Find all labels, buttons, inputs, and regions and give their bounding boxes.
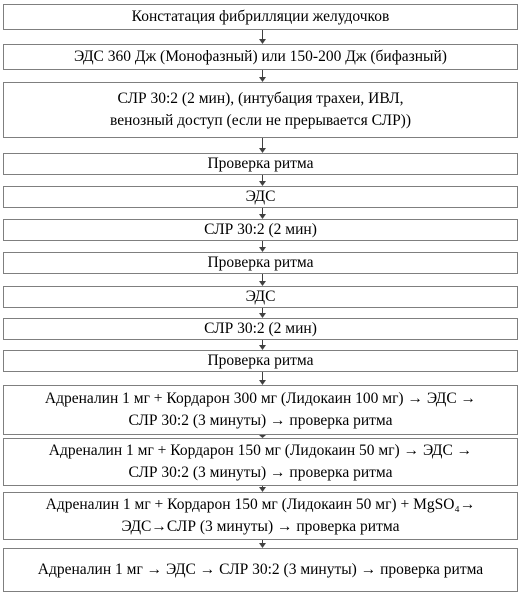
flow-step-3: СЛР 30:2 (2 мин), (интубация трахеи, ИВЛ… bbox=[3, 82, 518, 138]
flow-arrow bbox=[259, 435, 266, 438]
flow-step-text: ЭДС bbox=[245, 288, 276, 305]
flow-step-1: Констатация фибрилляции желудочков bbox=[3, 4, 518, 30]
flow-step-text: Адреналин 1 мг + Кордарон 150 мг (Лидока… bbox=[48, 442, 473, 481]
flow-arrow bbox=[259, 486, 266, 492]
flow-step-text: Адреналин 1 мг → ЭДС → СЛР 30:2 (3 минут… bbox=[37, 561, 484, 578]
flow-step-text: Адреналин 1 мг + Кордарон 300 мг (Лидока… bbox=[44, 390, 477, 429]
flow-arrow bbox=[259, 274, 266, 286]
flow-step-text: СЛР 30:2 (2 мин) bbox=[204, 221, 317, 238]
flow-step-4: Проверка ритма bbox=[3, 153, 518, 175]
flow-step-13: Адреналин 1 мг + Кордарон 150 мг (Лидока… bbox=[3, 492, 518, 540]
flow-arrow bbox=[259, 138, 266, 153]
flow-arrow bbox=[259, 540, 266, 548]
flow-arrow bbox=[259, 208, 266, 219]
flow-step-text: Констатация фибрилляции желудочков bbox=[131, 8, 390, 25]
flow-step-10: Проверка ритма bbox=[3, 350, 518, 372]
flow-step-5: ЭДС bbox=[3, 186, 518, 208]
flow-arrow bbox=[259, 175, 266, 186]
flow-step-8: ЭДС bbox=[3, 286, 518, 308]
flow-arrow bbox=[259, 30, 266, 44]
flow-step-text: Проверка ритма bbox=[207, 352, 314, 369]
flow-step-text: Проверка ритма bbox=[207, 155, 314, 172]
flow-step-6: СЛР 30:2 (2 мин) bbox=[3, 219, 518, 241]
flow-arrow bbox=[259, 241, 266, 252]
flow-step-text: Адреналин 1 мг + Кордарон 150 мг (Лидока… bbox=[45, 496, 476, 535]
flow-step-text: СЛР 30:2 (2 мин) bbox=[204, 320, 317, 337]
flow-arrow bbox=[259, 372, 266, 385]
flow-arrow bbox=[259, 70, 266, 82]
flow-step-text: Проверка ритма bbox=[207, 254, 314, 271]
flow-step-14: Адреналин 1 мг → ЭДС → СЛР 30:2 (3 минут… bbox=[3, 548, 518, 592]
flow-step-text: ЭДС bbox=[245, 188, 276, 205]
flow-arrow bbox=[259, 340, 266, 350]
flow-arrow bbox=[259, 308, 266, 318]
flow-step-9: СЛР 30:2 (2 мин) bbox=[3, 318, 518, 340]
flow-step-11: Адреналин 1 мг + Кордарон 300 мг (Лидока… bbox=[3, 385, 518, 435]
flow-step-text: СЛР 30:2 (2 мин), (интубация трахеи, ИВЛ… bbox=[109, 90, 412, 129]
flow-step-2: ЭДС 360 Дж (Монофазный) или 150-200 Дж (… bbox=[3, 44, 518, 70]
flow-step-text: ЭДС 360 Дж (Монофазный) или 150-200 Дж (… bbox=[74, 48, 447, 65]
flow-step-12: Адреналин 1 мг + Кордарон 150 мг (Лидока… bbox=[3, 438, 518, 486]
flow-step-7: Проверка ритма bbox=[3, 252, 518, 274]
